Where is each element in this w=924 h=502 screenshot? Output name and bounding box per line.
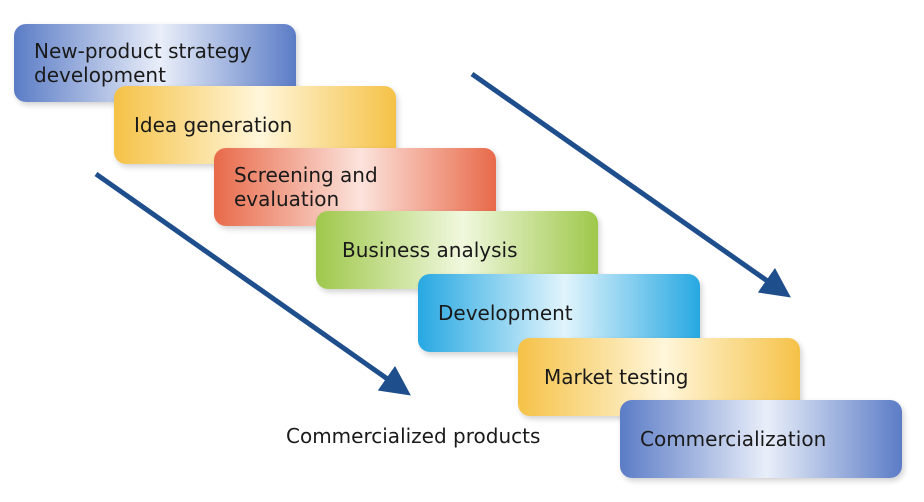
step-commercialization: Commercialization [620, 400, 902, 478]
step-label: Idea generation [134, 113, 293, 137]
step-label: New-product strategy development [34, 39, 252, 87]
step-label: Development [438, 301, 573, 325]
step-new-product-strategy-development: New-product strategy development [14, 24, 296, 102]
step-label: Market testing [544, 365, 689, 389]
step-label: Screening and evaluation [234, 163, 378, 211]
step-label: Commercialization [640, 427, 827, 451]
commercialized-products-caption: Commercialized products [286, 424, 541, 448]
step-label: Business analysis [342, 238, 518, 262]
